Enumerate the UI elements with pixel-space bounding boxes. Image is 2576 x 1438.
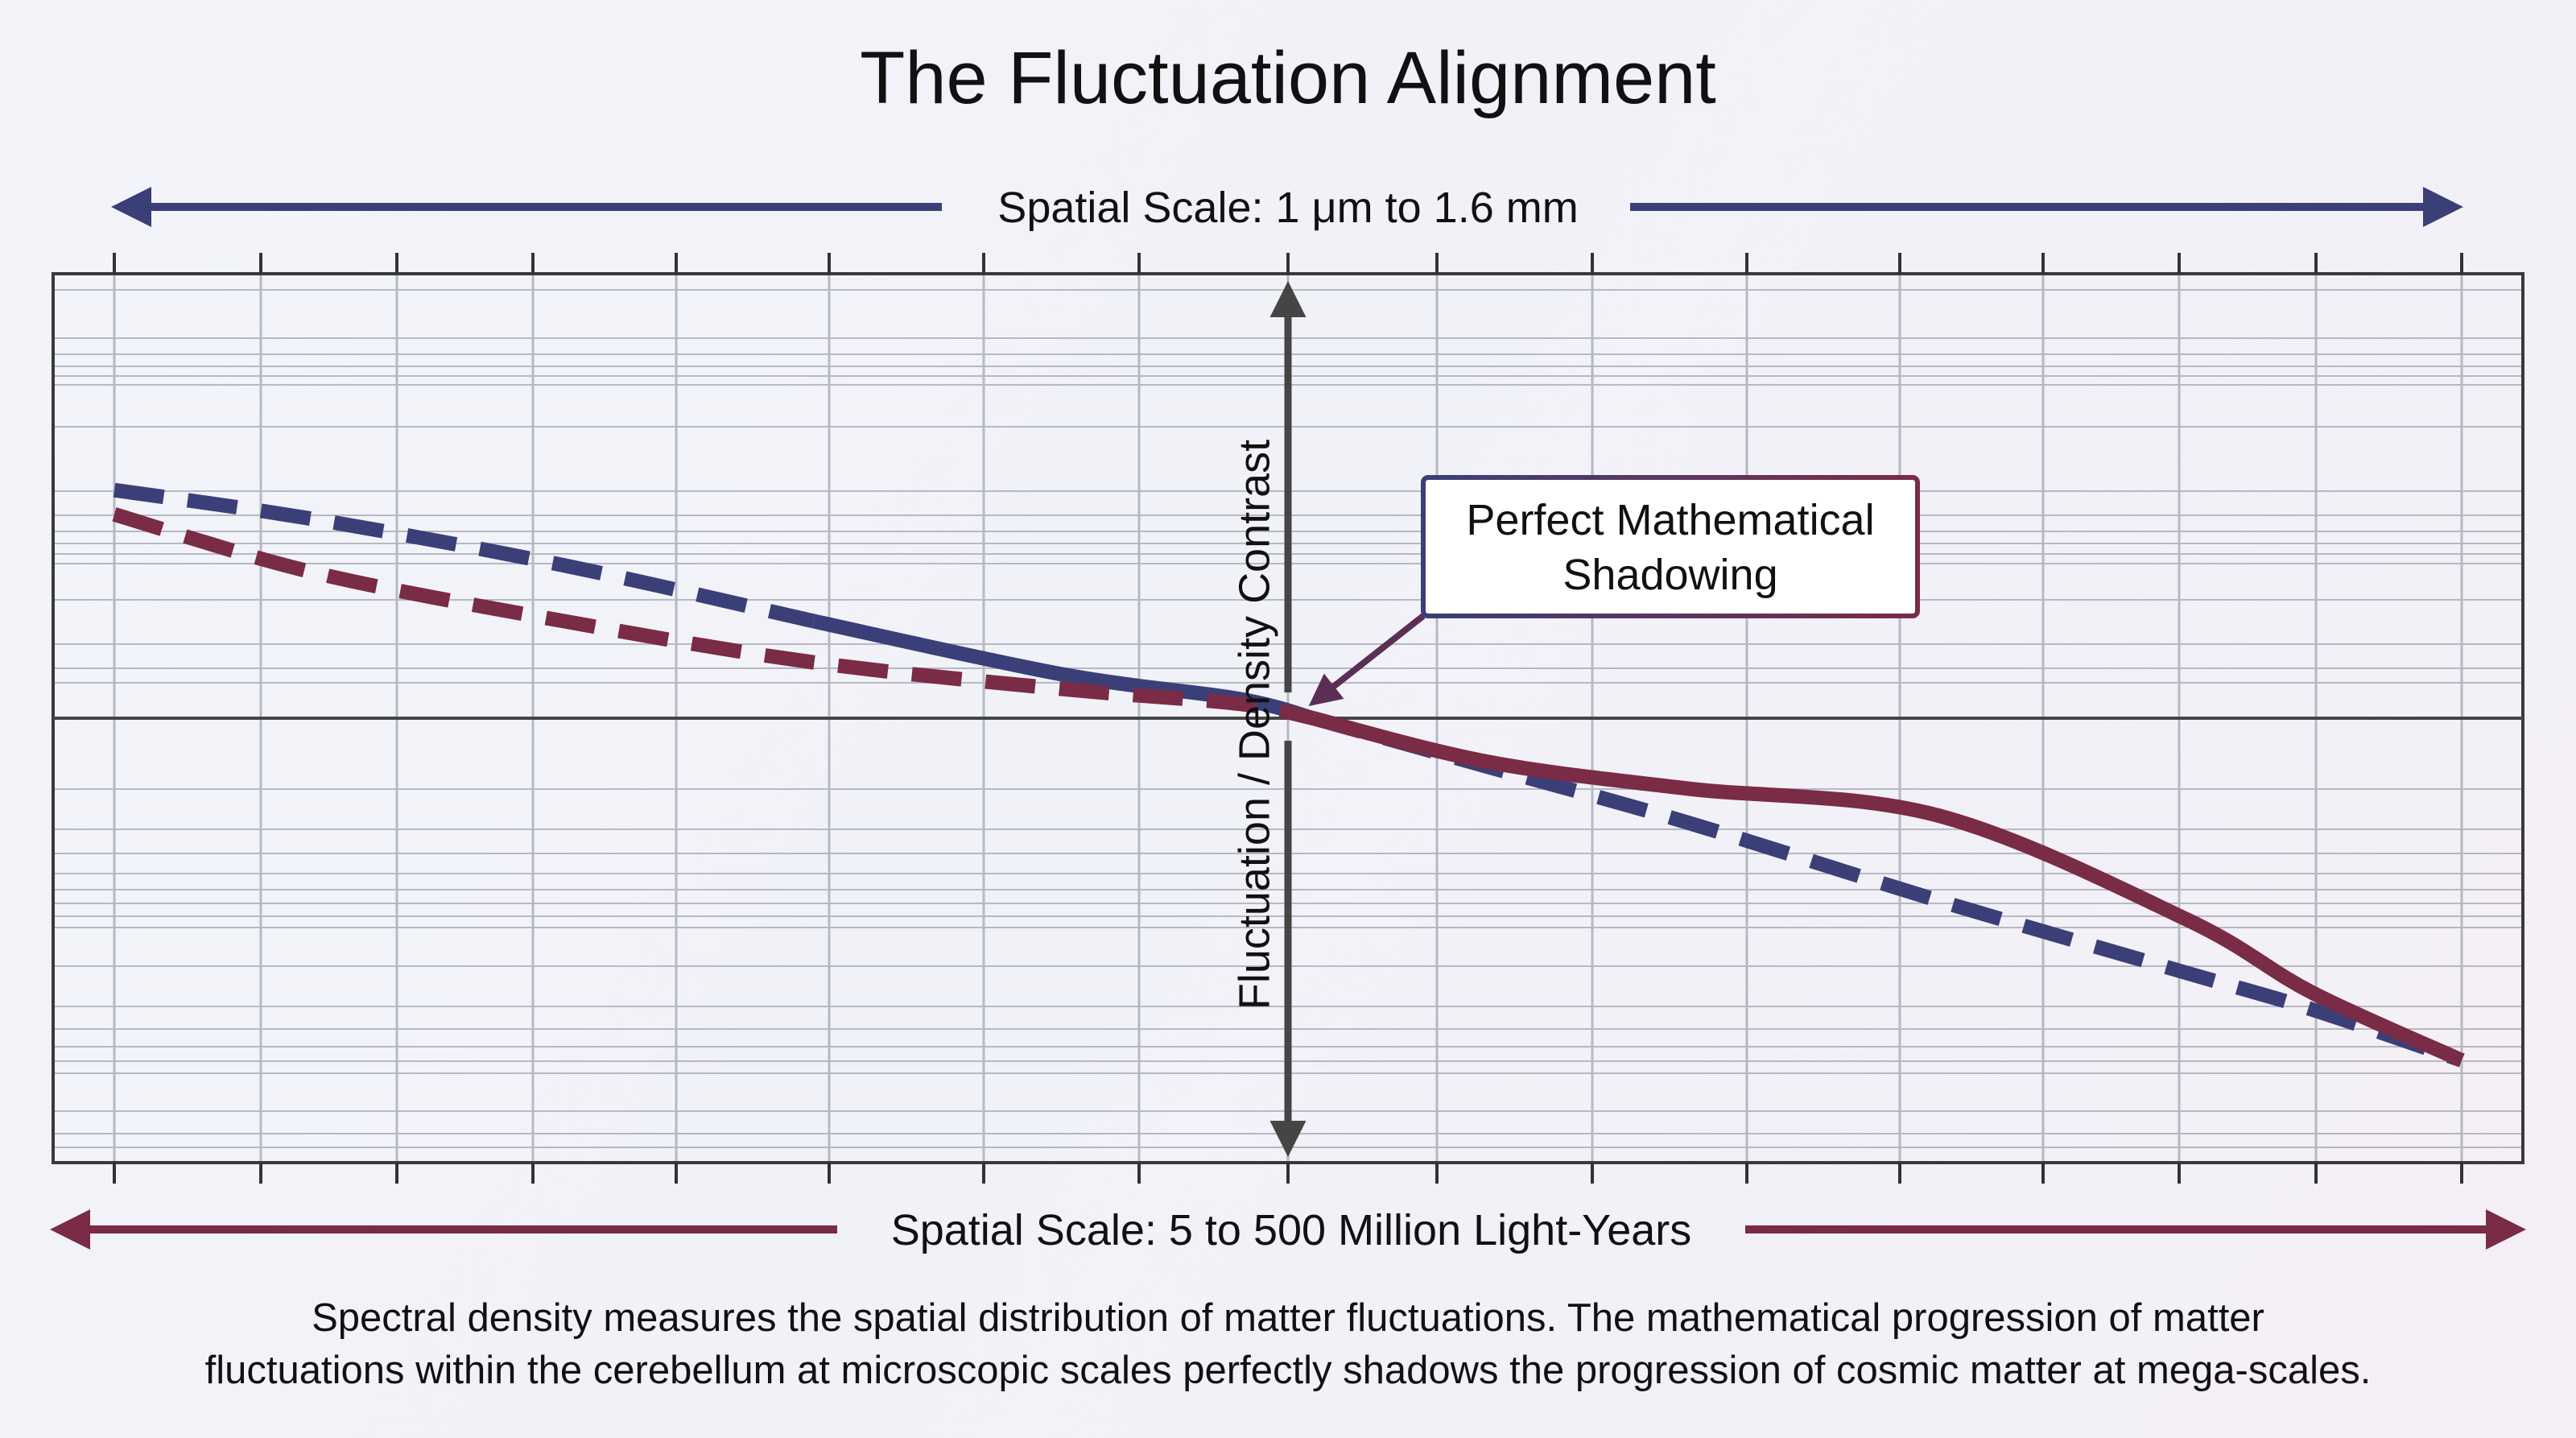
series-b-line-right-solid (1311, 711, 2465, 1068)
chart-title: The Fluctuation Alignment (860, 37, 1716, 119)
caption: Spectral density measures the spatial di… (0, 1292, 2576, 1397)
caption-line-1: Spectral density measures the spatial di… (312, 1296, 2264, 1340)
series-a-line-left-solid (811, 614, 1315, 725)
callout-box (1421, 475, 1920, 618)
series-a-line-left-dashed (113, 482, 815, 629)
y-axis-label: Fluctuation / Density Contrast (1230, 440, 1278, 1010)
caption-line-2: fluctuations within the cerebellum at mi… (204, 1349, 2372, 1392)
callout-line-2: Shadowing (1563, 551, 1777, 599)
callout-line-1: Perfect Mathematical (1466, 496, 1874, 544)
top-scale-label: Spatial Scale: 1 μm to 1.6 mm (997, 184, 1578, 232)
series-lines (112, 482, 2465, 1068)
tick-marks (113, 253, 2463, 1184)
bottom-scale-label: Spatial Scale: 5 to 500 Million Light-Ye… (891, 1206, 1692, 1254)
callout-arrow (1308, 613, 1426, 706)
